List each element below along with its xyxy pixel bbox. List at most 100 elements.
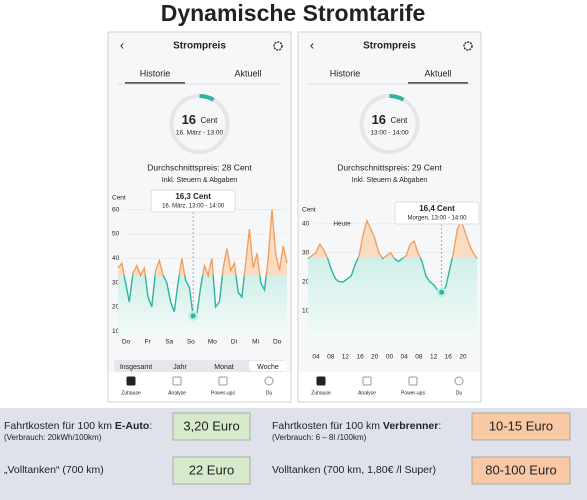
x-tick-label: 04 (401, 354, 409, 361)
current-price: 16 Cent (182, 112, 219, 129)
x-tick-label: Do (122, 339, 131, 346)
tooltip (394, 201, 480, 225)
period-tab[interactable]: Monat (214, 364, 234, 371)
nav-icon (172, 376, 182, 386)
cost-label-text: Fahrtkosten für 100 km (4, 420, 115, 432)
x-tick-label: 08 (327, 354, 335, 361)
x-tick-label: 12 (342, 354, 350, 361)
nav-label[interactable]: Analyse (358, 390, 376, 396)
x-tick-label: Do (273, 339, 282, 346)
tab[interactable]: Historie (140, 68, 171, 78)
y-tick-label: 20 (302, 279, 310, 286)
cost-label-text: Fahrtkosten für 100 km (272, 420, 383, 432)
x-tick-label: 16 (445, 354, 453, 361)
tooltip (150, 189, 236, 213)
cost-box (471, 456, 571, 485)
y-tick-label: 50 (112, 231, 120, 238)
cost-amount: 80-100 Euro (485, 462, 557, 477)
cost-note: (Verbrauch: 20kWh/100km) (4, 433, 102, 442)
x-tick-label: 20 (459, 354, 467, 361)
average-note: Inkl. Steuern & Abgaben (352, 177, 428, 184)
price-area (118, 209, 287, 336)
nav-label[interactable]: Zuhause (311, 390, 331, 396)
nav-label[interactable]: Du (266, 390, 273, 396)
tooltip-value: 16,4 Cent (419, 204, 455, 213)
cost-label-bold: E-Auto (115, 420, 149, 432)
cost-note: (Verbrauch: 6 – 8l /100km) (272, 433, 367, 442)
tab[interactable]: Historie (330, 68, 361, 78)
y-tick-label: 10 (112, 328, 120, 335)
cost-label: Volltanken (700 km, 1,80€ /l Super) (272, 464, 436, 476)
cost-label-suffix: : (149, 420, 152, 432)
x-tick-label: Di (231, 339, 237, 346)
cost-label-suffix: : (438, 420, 441, 432)
x-tick-label: 00 (386, 354, 394, 361)
nav-icon (362, 376, 372, 386)
price-line (117, 209, 288, 317)
average-price: Durchschnittspreis: 28 Cent (147, 162, 252, 172)
x-tick-label: Mo (208, 339, 217, 346)
price-time: 16. März - 13:00 (176, 130, 224, 137)
nav-bar (108, 372, 291, 402)
screen-header: Strompreis (363, 41, 416, 52)
tab[interactable]: Aktuell (234, 68, 261, 78)
y-tick-label: 40 (302, 220, 310, 227)
x-tick-label: 04 (312, 354, 320, 361)
price-unit: Cent (201, 116, 219, 125)
x-tick-label: 08 (415, 354, 423, 361)
x-tick-label: 12 (430, 354, 438, 361)
nav-icon (408, 376, 418, 386)
settings-icon[interactable] (463, 41, 473, 51)
tooltip-time: 16. März, 13:00 - 14:00 (162, 204, 225, 210)
nav-label[interactable]: Du (456, 390, 463, 396)
settings-icon[interactable] (273, 41, 283, 51)
nav-label[interactable]: Power-ups (211, 390, 235, 396)
cost-amount: 22 Euro (189, 462, 235, 477)
nav-icon (454, 376, 464, 386)
page-title: Dynamische Stromtarife (161, 0, 426, 26)
x-tick-label: 16 (356, 354, 364, 361)
y-tick-label: 30 (302, 249, 310, 256)
phone-screen (107, 31, 292, 403)
nav-label[interactable]: Power-ups (401, 390, 425, 396)
current-price: 16 Cent (372, 112, 409, 129)
x-tick-label: Mi (252, 339, 259, 346)
tab[interactable]: Aktuell (424, 68, 451, 78)
y-tick-label: 10 (302, 308, 310, 315)
back-button[interactable]: ‹ (120, 37, 124, 52)
average-note: Inkl. Steuern & Abgaben (162, 177, 238, 184)
period-tab[interactable]: Woche (257, 364, 279, 371)
y-axis-label: Cent (302, 207, 316, 214)
y-tick-label: 30 (112, 279, 120, 286)
price-time: 13:00 - 14:00 (370, 130, 409, 137)
cost-label-bold: Verbrenner (383, 420, 438, 432)
period-tab[interactable]: Insgesamt (120, 364, 152, 371)
x-tick-label: So (187, 339, 195, 346)
cost-label: „Volltanken“ (700 km) (4, 464, 104, 476)
nav-icon (316, 376, 326, 386)
nav-bar (298, 372, 481, 402)
cost-label: Fahrtkosten für 100 km Verbrenner: (272, 420, 441, 432)
y-axis-label: Cent (112, 195, 126, 202)
price-value: 16 (182, 112, 196, 127)
y-tick-label: 40 (112, 255, 120, 262)
period-tabs (114, 360, 285, 372)
period-tab[interactable]: Jahr (173, 364, 187, 371)
price-area (308, 220, 477, 340)
y-tick-label: 20 (112, 304, 120, 311)
y-tick-label: 60 (112, 206, 120, 213)
cost-amount: 3,20 Euro (183, 418, 239, 433)
screen-header: Strompreis (173, 41, 226, 52)
price-line (307, 218, 478, 294)
nav-label[interactable]: Analyse (168, 390, 186, 396)
price-ring-arc (389, 94, 405, 102)
nav-label[interactable]: Zuhause (121, 390, 141, 396)
price-ring-arc (199, 94, 215, 102)
back-button[interactable]: ‹ (310, 37, 314, 52)
price-unit: Cent (391, 116, 409, 125)
cost-label: Fahrtkosten für 100 km E-Auto: (4, 420, 152, 432)
period-tab-active (249, 361, 287, 371)
average-price: Durchschnittspreis: 29 Cent (337, 162, 442, 172)
x-tick-label: Fr (145, 339, 152, 346)
